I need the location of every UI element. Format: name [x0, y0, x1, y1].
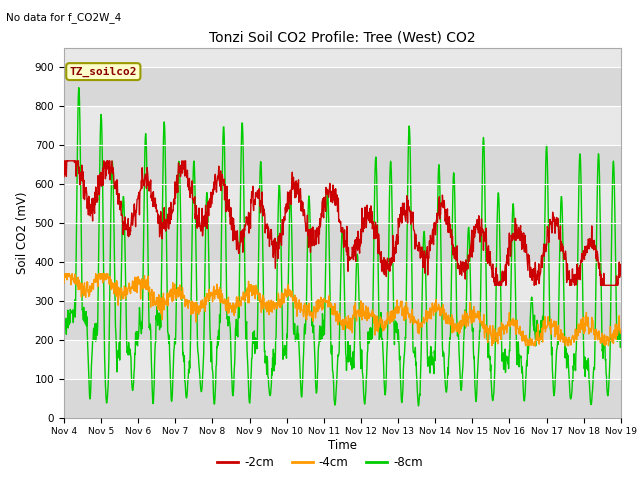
Bar [64, 301, 621, 340]
Line: -4cm: -4cm [64, 274, 621, 346]
-2cm [617, 272, 625, 277]
-2cm [246, 225, 254, 231]
-8cm [502, 358, 510, 363]
-8cm [429, 365, 437, 371]
Bar [64, 223, 621, 262]
Bar [64, 68, 621, 107]
Y-axis label: Soil CO2 (mV): Soil CO2 (mV) [16, 192, 29, 274]
-2cm [429, 228, 437, 233]
-8cm [75, 85, 83, 91]
-8cm [552, 371, 559, 377]
-4cm [171, 281, 179, 287]
Bar [64, 262, 621, 301]
-2cm [502, 260, 510, 265]
-8cm [246, 388, 254, 394]
-8cm [60, 311, 68, 317]
-4cm [60, 280, 68, 286]
Bar [64, 379, 621, 418]
-8cm [184, 375, 192, 381]
Legend: -2cm, -4cm, -8cm: -2cm, -4cm, -8cm [212, 452, 428, 474]
-4cm [429, 307, 437, 313]
Title: Tonzi Soil CO2 Profile: Tree (West) CO2: Tonzi Soil CO2 Profile: Tree (West) CO2 [209, 30, 476, 44]
Line: -2cm: -2cm [64, 161, 621, 285]
X-axis label: Time: Time [328, 439, 357, 452]
Bar [64, 340, 621, 379]
-4cm [502, 322, 510, 328]
-8cm [171, 336, 179, 342]
Bar [64, 107, 621, 145]
-8cm [617, 329, 625, 335]
-4cm [552, 330, 559, 336]
Bar [64, 184, 621, 223]
-4cm [617, 329, 625, 335]
Line: -8cm: -8cm [64, 88, 621, 406]
-2cm [61, 158, 68, 164]
-4cm [61, 271, 69, 276]
-2cm [491, 282, 499, 288]
-4cm [246, 288, 254, 294]
-4cm [488, 343, 496, 348]
-2cm [60, 174, 68, 180]
Text: No data for f_CO2W_4: No data for f_CO2W_4 [6, 12, 122, 23]
-2cm [184, 184, 192, 190]
-2cm [171, 201, 179, 207]
Text: TZ_soilco2: TZ_soilco2 [70, 67, 137, 77]
-2cm [552, 222, 559, 228]
Bar [64, 145, 621, 184]
-8cm [415, 403, 422, 409]
-4cm [184, 305, 192, 311]
